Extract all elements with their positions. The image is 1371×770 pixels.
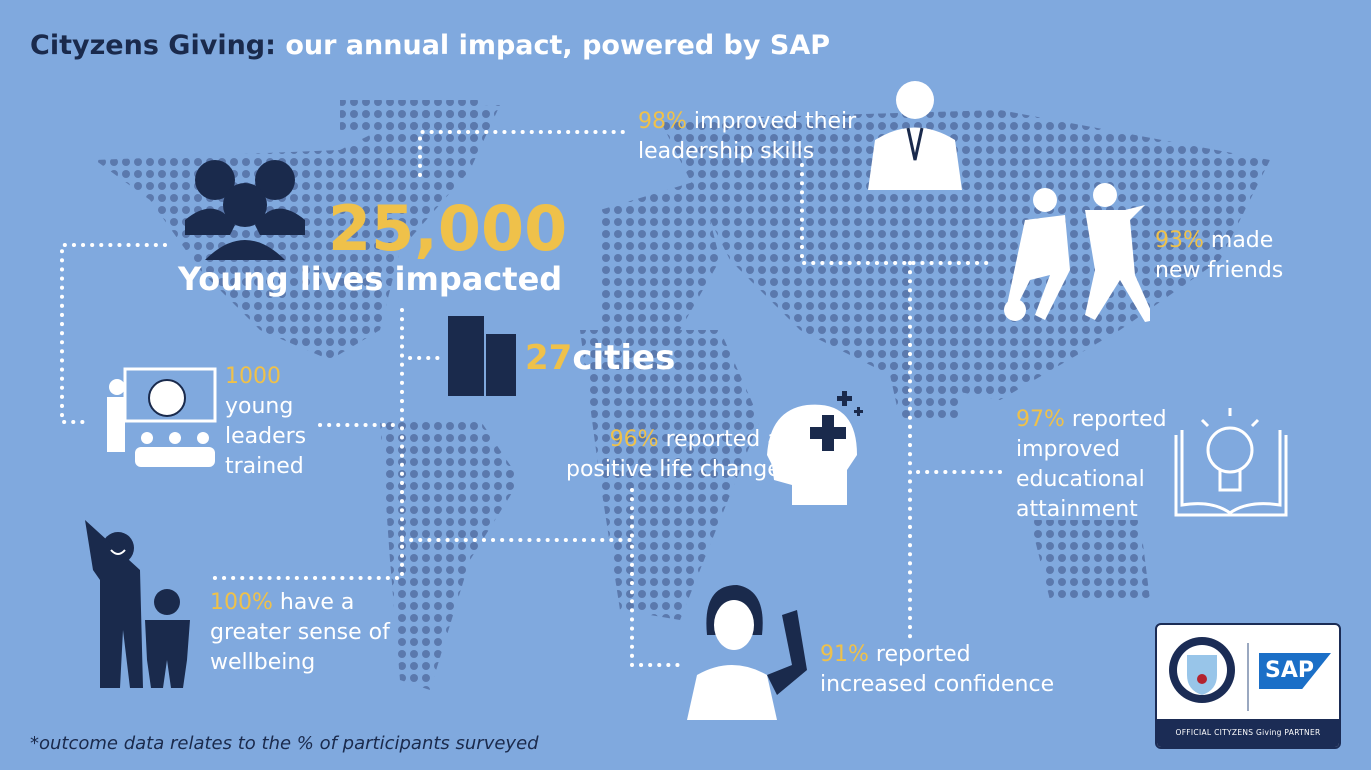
cities-stat: 27cities — [525, 338, 675, 378]
leaders-text: leaders — [225, 424, 307, 449]
teacher-board-icon — [107, 367, 217, 467]
education-text: reported — [1064, 407, 1167, 432]
head-health-icon — [767, 391, 863, 505]
life-change-text: reported a — [658, 427, 781, 452]
partner-logo: SAP OFFICIAL CITYZENS Giving PARTNER — [1155, 623, 1341, 749]
education-text: attainment — [1016, 497, 1138, 522]
title-lead: Cityzens Giving: — [30, 30, 276, 61]
leadership-stat: 98% improved their leadership skills — [638, 107, 856, 167]
leaders-stat: 1000 young leaders trained — [225, 362, 306, 482]
confidence-stat: 91% reported increased confidence — [820, 640, 1054, 700]
wellbeing-text: have a — [272, 590, 355, 615]
buildings-icon — [448, 316, 516, 396]
connector-lines — [60, 130, 1007, 667]
parent-child-icon — [85, 520, 190, 688]
friends-stat: 93% made new friends — [1155, 226, 1283, 286]
friends-text: new friends — [1155, 258, 1284, 283]
confident-woman-icon — [687, 585, 807, 720]
footnote: *outcome data relates to the % of partic… — [30, 733, 539, 754]
leaders-text: young — [225, 394, 294, 419]
cities-label: cities — [572, 338, 676, 378]
friends-text: made — [1203, 228, 1274, 253]
page-title: Cityzens Giving: our annual impact, powe… — [30, 30, 830, 61]
lightbulb-book-icon — [1174, 408, 1288, 517]
confidence-text: increased confidence — [820, 672, 1055, 697]
logo-divider — [1247, 643, 1249, 711]
wellbeing-stat: 100% have a greater sense of wellbeing — [210, 588, 390, 678]
friends-pct: 93% — [1155, 228, 1204, 253]
confidence-pct: 91% — [820, 642, 869, 667]
man-city-crest — [1169, 637, 1235, 703]
life-change-pct: 96% — [609, 427, 659, 452]
education-stat: 97% reported improved educational attain… — [1016, 405, 1167, 525]
wellbeing-pct: 100% — [210, 590, 273, 615]
logo-band: OFFICIAL CITYZENS Giving PARTNER — [1157, 719, 1339, 747]
lives-number: 25,000 — [328, 192, 568, 265]
title-rest: our annual impact, powered by SAP — [275, 30, 831, 61]
life-change-stat: 96% reported a positive life change — [566, 425, 781, 485]
leaders-number: 1000 — [225, 364, 281, 389]
leadership-text: leadership skills — [638, 139, 815, 164]
wellbeing-text: wellbeing — [210, 650, 316, 675]
life-change-text: positive life change — [566, 457, 781, 482]
sap-logo: SAP — [1259, 653, 1331, 689]
leader-whistle-icon — [868, 81, 962, 190]
education-text: improved — [1016, 437, 1121, 462]
cities-number: 27 — [525, 338, 573, 378]
leadership-pct: 98% — [638, 109, 687, 134]
wellbeing-text: greater sense of — [210, 620, 390, 645]
lives-label: Young lives impacted — [178, 260, 563, 298]
confidence-text: reported — [868, 642, 971, 667]
leaders-text: trained — [225, 454, 304, 479]
leadership-text: improved their — [686, 109, 857, 134]
education-pct: 97% — [1016, 407, 1065, 432]
football-players-icon — [1004, 183, 1150, 322]
continents — [95, 100, 1270, 690]
education-text: educational — [1016, 467, 1145, 492]
people-group-icon — [185, 160, 305, 260]
